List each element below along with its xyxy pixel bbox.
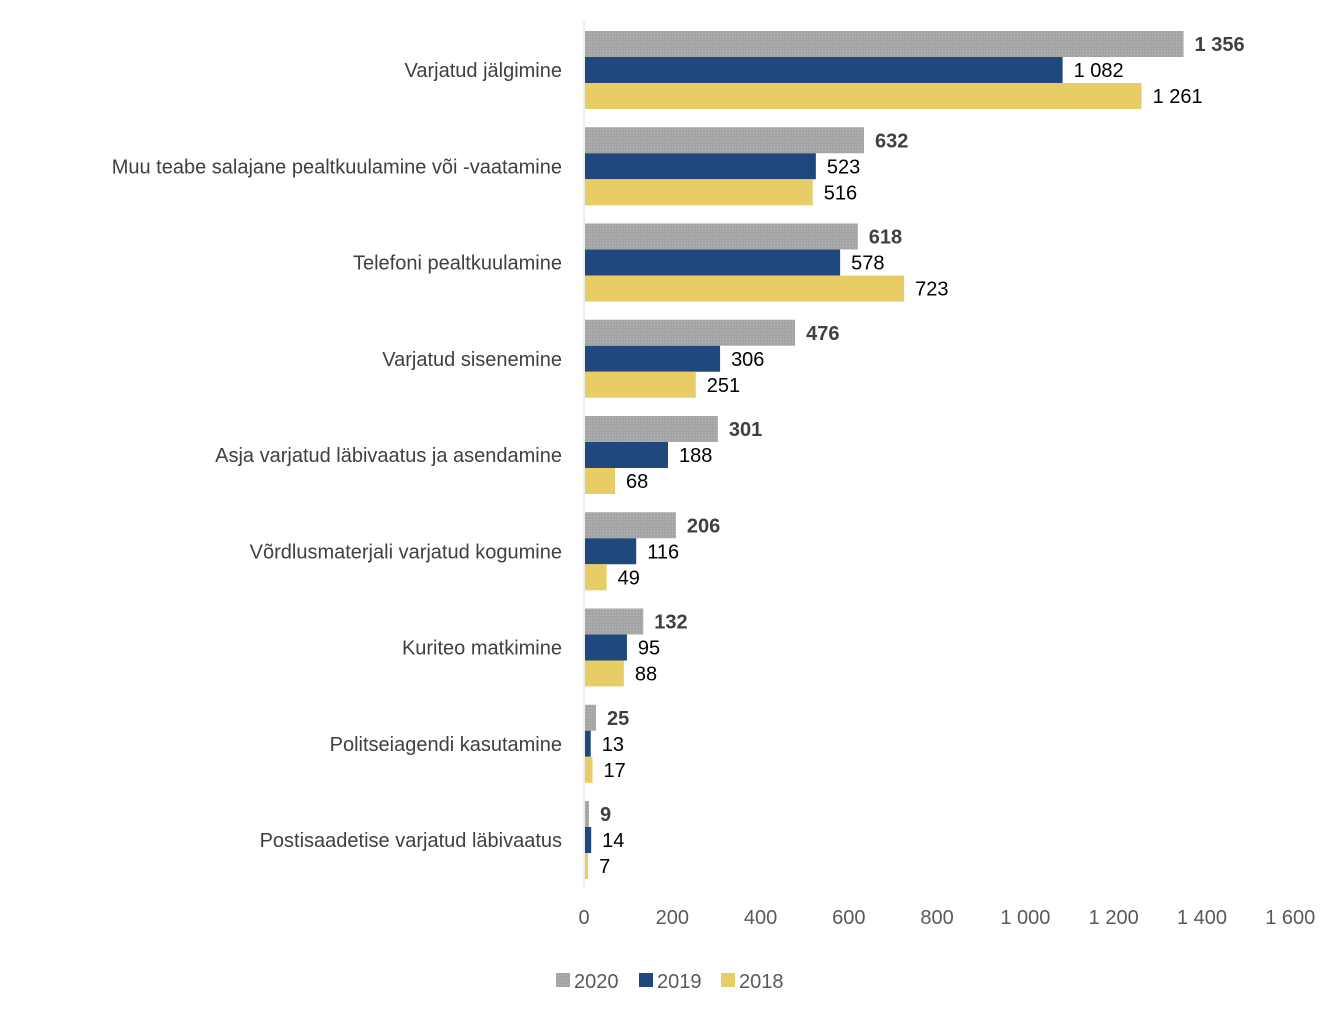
category-label: Politseiagendi kasutamine bbox=[330, 734, 562, 756]
data-label-2020: 476 bbox=[806, 323, 839, 345]
data-label-2020: 9 bbox=[600, 804, 611, 826]
bar-2019 bbox=[585, 634, 627, 661]
legend-label-2020: 2020 bbox=[574, 971, 619, 993]
bar-2018 bbox=[585, 83, 1142, 109]
legend-swatch-2018 bbox=[721, 973, 735, 987]
x-tick-label: 1 000 bbox=[1000, 907, 1050, 929]
data-label-2019: 188 bbox=[679, 445, 712, 467]
bar-2018 bbox=[585, 660, 624, 687]
bar-2018 bbox=[585, 275, 905, 302]
x-tick-label: 400 bbox=[744, 907, 777, 929]
x-tick-label: 1 600 bbox=[1265, 907, 1315, 929]
category-label: Postisaadetise varjatud läbivaatus bbox=[260, 830, 562, 852]
bar-2020 bbox=[585, 416, 718, 442]
data-label-2019: 95 bbox=[638, 638, 660, 660]
bar-2020 bbox=[585, 801, 589, 827]
bar-2019 bbox=[585, 827, 592, 853]
data-label-2018: 68 bbox=[626, 471, 648, 493]
data-label-2020: 618 bbox=[869, 227, 902, 249]
legend-swatch-2019 bbox=[639, 973, 653, 987]
bar-2020 bbox=[585, 223, 858, 250]
data-label-2020: 632 bbox=[875, 130, 908, 152]
data-label-2020: 1 356 bbox=[1195, 34, 1245, 56]
x-tick-label: 0 bbox=[578, 907, 589, 929]
data-label-2019: 14 bbox=[602, 830, 624, 852]
data-label-2020: 301 bbox=[729, 419, 762, 441]
data-label-2018: 1 261 bbox=[1153, 86, 1203, 108]
bar-2019 bbox=[585, 57, 1063, 83]
data-label-2020: 132 bbox=[654, 612, 687, 634]
bar-2018 bbox=[585, 371, 696, 398]
data-label-2018: 17 bbox=[604, 760, 626, 782]
bar-2020 bbox=[585, 127, 864, 154]
data-label-2019: 306 bbox=[731, 349, 764, 371]
data-label-2018: 49 bbox=[618, 567, 640, 589]
x-tick-labels-group: 0 200 400 600 800 1 000 1 200 1 400 1 600 bbox=[578, 907, 1315, 929]
data-label-2018: 516 bbox=[824, 182, 857, 204]
x-tick-label: 1 200 bbox=[1089, 907, 1139, 929]
bar-2018 bbox=[585, 468, 616, 494]
bars-group bbox=[585, 31, 1184, 879]
bar-2019 bbox=[585, 249, 841, 276]
bar-2018 bbox=[585, 179, 813, 206]
data-label-2019: 578 bbox=[851, 253, 884, 275]
category-label: Telefoni pealtkuulamine bbox=[353, 253, 562, 275]
data-label-2020: 206 bbox=[687, 515, 720, 537]
bar-2019 bbox=[585, 442, 668, 468]
x-tick-label: 600 bbox=[832, 907, 865, 929]
x-tick-label: 200 bbox=[656, 907, 689, 929]
data-label-2018: 7 bbox=[599, 856, 610, 878]
data-label-2018: 88 bbox=[635, 664, 657, 686]
value-labels-group: 1 356 1 082 1 261 632 523 516 618 578 723 476 306 2… bbox=[599, 34, 1245, 878]
bar-2020 bbox=[585, 319, 796, 346]
legend: 2020 2019 2018 bbox=[556, 971, 784, 993]
data-label-2018: 251 bbox=[707, 375, 740, 397]
bar-2020 bbox=[585, 704, 597, 731]
data-label-2019: 523 bbox=[827, 156, 860, 178]
bar-2020 bbox=[585, 512, 676, 539]
data-label-2018: 723 bbox=[915, 279, 948, 301]
data-label-2019: 1 082 bbox=[1074, 60, 1124, 82]
data-label-2020: 25 bbox=[607, 708, 629, 730]
category-label: Muu teabe salajane pealtkuulamine või -v… bbox=[112, 156, 562, 178]
category-label: Asja varjatud läbivaatus ja asendamine bbox=[215, 445, 562, 467]
category-label: Varjatud jälgimine bbox=[405, 60, 563, 82]
bar-2018 bbox=[585, 756, 593, 783]
x-tick-label: 800 bbox=[920, 907, 953, 929]
legend-label-2019: 2019 bbox=[657, 971, 702, 993]
bar-2018 bbox=[585, 853, 589, 879]
x-tick-label: 1 400 bbox=[1177, 907, 1227, 929]
bar-2020 bbox=[585, 31, 1184, 57]
category-label: Kuriteo matkimine bbox=[402, 638, 562, 660]
legend-swatch-2020 bbox=[556, 973, 570, 987]
bar-2020 bbox=[585, 608, 644, 635]
bar-2018 bbox=[585, 564, 607, 591]
data-label-2019: 13 bbox=[602, 734, 624, 756]
category-labels-group: Varjatud jälgimine Muu teabe salajane pea… bbox=[112, 60, 562, 852]
category-label: Varjatud sisenemine bbox=[382, 349, 562, 371]
bar-2019 bbox=[585, 153, 816, 180]
bar-2019 bbox=[585, 345, 721, 372]
bar-2019 bbox=[585, 538, 637, 565]
legend-label-2018: 2018 bbox=[739, 971, 784, 993]
data-label-2019: 116 bbox=[647, 541, 679, 563]
bar-2019 bbox=[585, 730, 591, 757]
category-label: Võrdlusmaterjali varjatud kogumine bbox=[250, 541, 562, 563]
